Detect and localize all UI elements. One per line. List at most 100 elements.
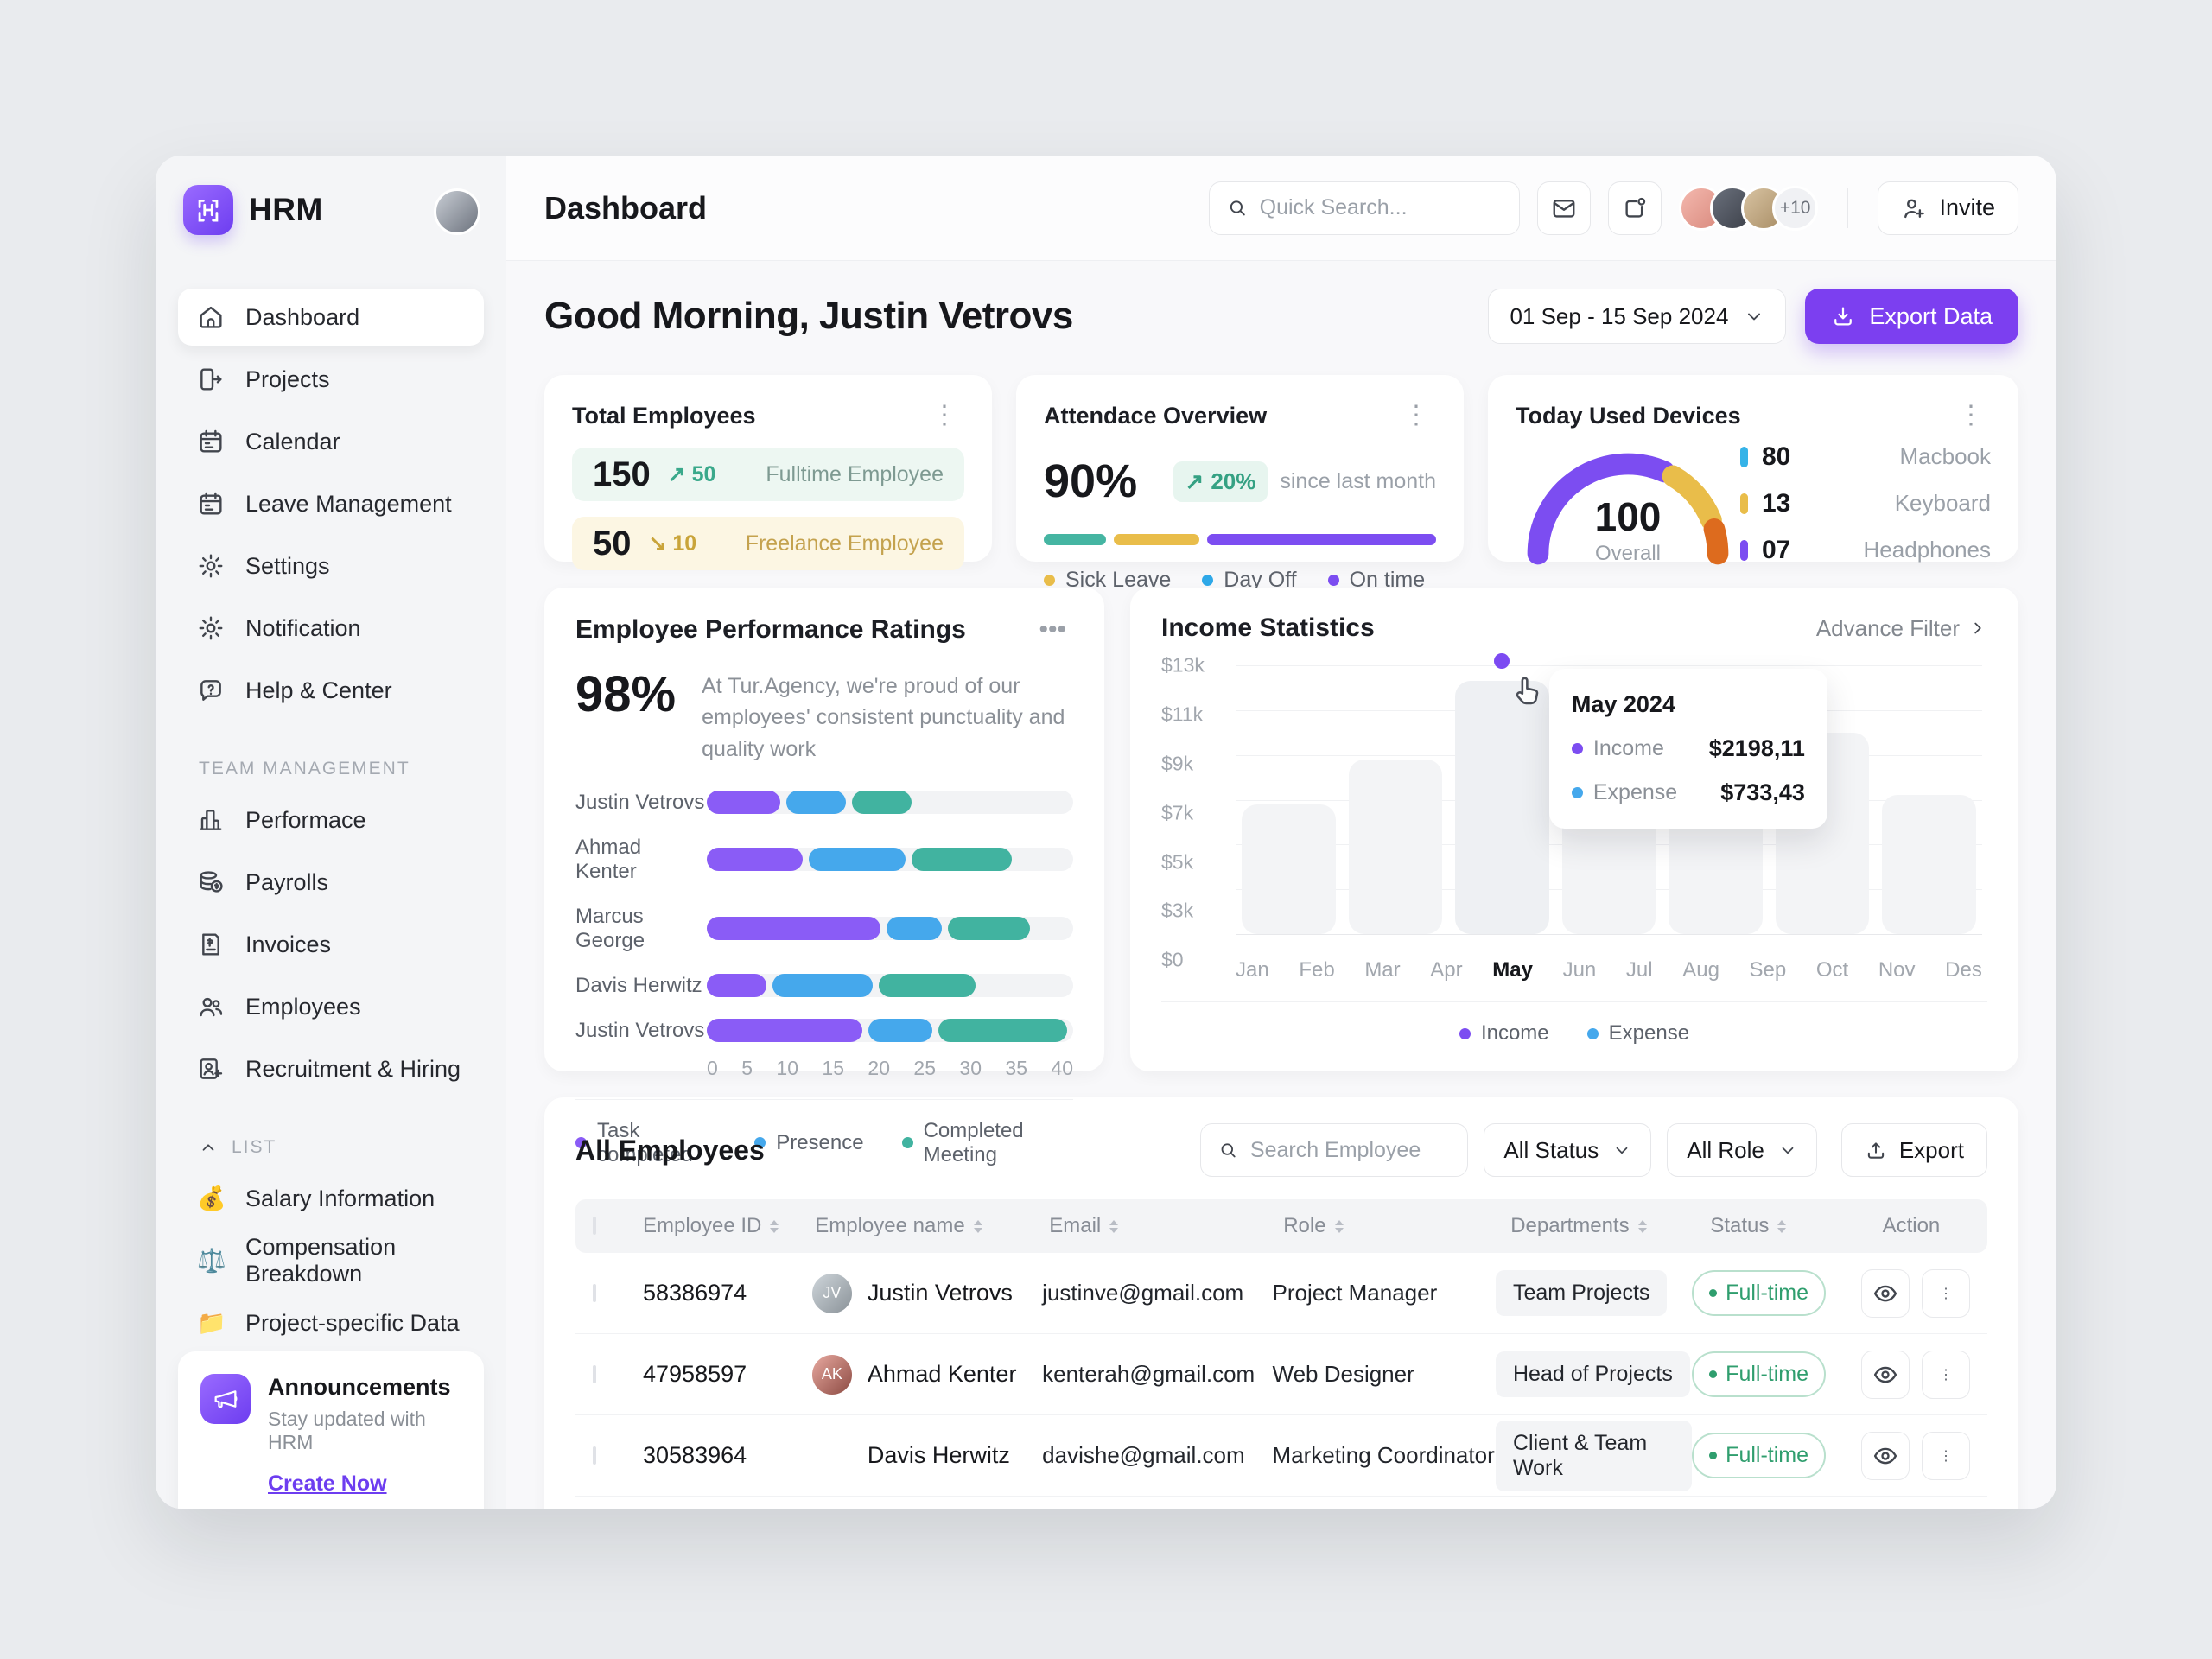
freelance-stat-row: 50 ↘ 10 Freelance Employee (572, 517, 964, 570)
quick-search-input[interactable] (1259, 195, 1502, 220)
income-month: Jul (1625, 958, 1653, 982)
sidebar-item-notification[interactable]: Notification (178, 600, 484, 657)
stat-delta: ↘ 10 (648, 531, 697, 556)
sidebar-item-label: Invoices (245, 931, 332, 957)
sidebar-item-project-specific-data[interactable]: 📁 Project-specific Data (178, 1294, 484, 1351)
sidebar: HRM Dashboard Projects Calendar Leave Ma… (156, 156, 506, 1509)
sidebar-item-label: Notification (245, 614, 361, 641)
dashboard-content: Good Morning, Justin Vetrovs 01 Sep - 15… (506, 261, 2056, 1509)
person-plus-icon (1904, 199, 1925, 218)
all-status-filter[interactable]: All Status (1484, 1123, 1652, 1177)
sidebar-item-calendar[interactable]: Calendar (178, 413, 484, 470)
all-role-filter[interactable]: All Role (1667, 1123, 1817, 1177)
announcements-card: Announcements Stay updated with HRM Crea… (178, 1351, 484, 1509)
sidebar-item-dashboard[interactable]: Dashboard (178, 289, 484, 346)
row-checkbox[interactable] (593, 1364, 596, 1383)
sidebar-item-recruitment[interactable]: Recruitment & Hiring (178, 1040, 484, 1097)
download-icon (1834, 307, 1853, 326)
status-badge: Full-time (1692, 1270, 1827, 1316)
row-menu-button[interactable]: ⋮ (1922, 1268, 1971, 1318)
arrow-down-icon: ↘ (648, 531, 667, 556)
table-export-button[interactable]: Export (1840, 1123, 1987, 1177)
create-now-link[interactable]: Create Now (268, 1471, 387, 1496)
arrow-up-icon: ↗ (667, 462, 686, 486)
row-menu-button[interactable]: ⋮ (1922, 1431, 1971, 1480)
sort-icon[interactable] (973, 1219, 982, 1233)
date-range-picker[interactable]: 01 Sep - 15 Sep 2024 (1488, 289, 1787, 344)
sidebar-item-label: Project-specific Data (245, 1309, 460, 1336)
income-bar-slot[interactable] (1449, 665, 1555, 934)
invite-button[interactable]: Invite (1878, 181, 2018, 235)
sidebar-item-payrolls[interactable]: Payrolls (178, 854, 484, 911)
kebab-menu-icon[interactable]: ⋮ (931, 401, 957, 429)
income-bar-slot[interactable] (1876, 665, 1982, 934)
legend-tick (1740, 493, 1748, 514)
avatar: DH (820, 1446, 843, 1464)
row-menu-button[interactable]: ⋮ (1922, 1350, 1971, 1399)
bar-chart-icon (197, 806, 225, 834)
help-bubble-icon (197, 677, 225, 704)
sidebar-item-settings[interactable]: Settings (178, 537, 484, 594)
avatar: AK (811, 1354, 852, 1395)
mail-button[interactable] (1536, 181, 1591, 235)
export-data-button[interactable]: Export Data (1805, 289, 2018, 344)
employee-search-input[interactable] (1249, 1137, 1451, 1163)
table-row[interactable]: 58386974 JV Justin Vetrovs justinve@gmail… (575, 1253, 1987, 1334)
topbar: Dashboard +10 Invite (506, 156, 2056, 261)
legend-dot (1044, 575, 1055, 586)
quick-search (1208, 181, 1520, 235)
sort-icon[interactable] (1777, 1219, 1787, 1233)
view-button[interactable] (1861, 1350, 1910, 1399)
sidebar-item-label: Payrolls (245, 868, 329, 895)
perf-row: Marcus George (575, 905, 1073, 953)
table-row[interactable]: 30583964 DH Davis Herwitz davishe@gmail.c… (575, 1415, 1987, 1497)
sidebar-item-help-center[interactable]: Help & Center (178, 662, 484, 719)
user-avatar[interactable] (434, 188, 480, 235)
eye-icon (1873, 1366, 1897, 1382)
income-month: Feb (1299, 958, 1335, 982)
sidebar-item-salary-information[interactable]: 💰 Salary Information (178, 1170, 484, 1227)
sidebar-item-employees[interactable]: Employees (178, 978, 484, 1035)
table-row[interactable]: 48276925 MGMarcus George marcusg@gmail.c… (575, 1497, 1987, 1509)
income-bar-slot[interactable] (1342, 665, 1448, 934)
view-button[interactable] (1861, 1431, 1910, 1480)
gauge-value: 100 (1594, 494, 1662, 539)
sidebar-item-invoices[interactable]: Invoices (178, 916, 484, 973)
sidebar-item-leave-management[interactable]: Leave Management (178, 475, 484, 532)
legend-dot (901, 1137, 913, 1149)
search-icon (1222, 1143, 1236, 1158)
table-row[interactable]: 47958597 AK Ahmad Kenter kenterah@gmail.c… (575, 1334, 1987, 1415)
eye-icon (1873, 1285, 1897, 1301)
sort-icon[interactable] (1109, 1219, 1119, 1233)
fulltime-stat-row: 150 ↗ 50 Fulltime Employee (572, 448, 964, 501)
kebab-menu-icon[interactable]: ⋮ (1958, 401, 1984, 429)
advance-filter-link[interactable]: Advance Filter (1816, 615, 1987, 642)
legend-tick (1740, 539, 1748, 561)
select-all-checkbox[interactable] (593, 1217, 596, 1235)
door-icon (197, 365, 225, 393)
completed-meeting-segment (938, 1019, 1067, 1043)
sort-icon[interactable] (1334, 1219, 1344, 1233)
sidebar-item-performance[interactable]: Performace (178, 791, 484, 849)
bar-hover-bg (1242, 804, 1336, 934)
income-chart: $13k $11k $9k $7k $5k $3k $0 (1161, 653, 1982, 982)
kebab-menu-icon[interactable]: ⋮ (1403, 401, 1429, 429)
performance-chart: Justin Vetrovs Ahmad Kenter Marcus Georg… (575, 791, 1073, 1043)
sort-icon[interactable] (770, 1219, 779, 1233)
employee-search (1200, 1123, 1469, 1177)
income-bar-slot[interactable] (1236, 665, 1342, 934)
sidebar-item-projects[interactable]: Projects (178, 351, 484, 408)
team-avatars[interactable]: +10 (1678, 185, 1819, 231)
sort-icon[interactable] (1637, 1219, 1647, 1233)
sidebar-item-compensation-breakdown[interactable]: ⚖️ Compensation Breakdown (178, 1232, 484, 1289)
share-button[interactable] (1607, 181, 1662, 235)
home-icon (197, 303, 225, 331)
row-checkbox[interactable] (593, 1283, 596, 1302)
chevron-down-icon (1782, 1147, 1794, 1154)
sidebar-item-label: Employees (245, 993, 361, 1020)
list-section-label[interactable]: LIST (199, 1137, 484, 1158)
income-legend: Income Expense (1161, 1002, 1987, 1046)
ellipsis-menu-icon[interactable]: ••• (1039, 615, 1066, 644)
row-checkbox[interactable] (593, 1446, 596, 1465)
view-button[interactable] (1861, 1268, 1910, 1318)
